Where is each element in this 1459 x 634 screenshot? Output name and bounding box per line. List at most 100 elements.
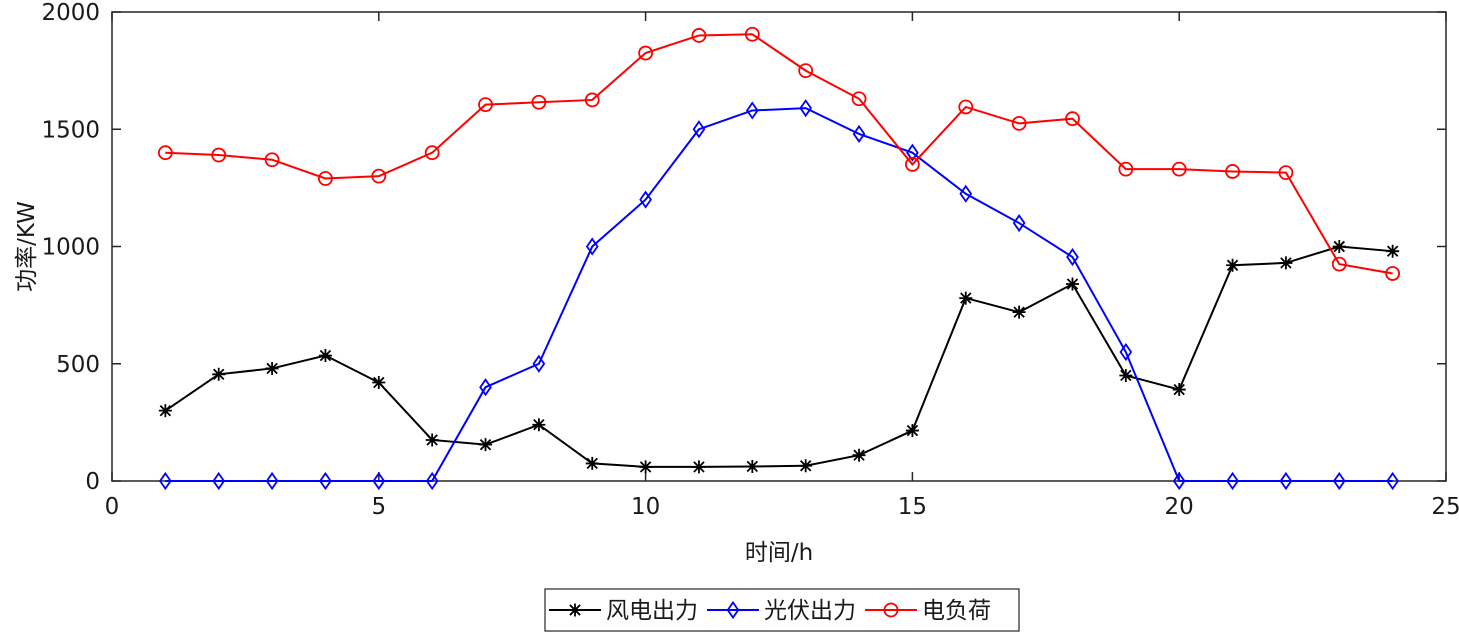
series-line	[165, 107, 1393, 482]
x-tick-label: 25	[1431, 494, 1459, 520]
data-point	[692, 460, 706, 474]
data-point	[852, 124, 866, 144]
data-point	[318, 171, 333, 186]
data-point	[639, 460, 653, 474]
data-point	[1225, 164, 1240, 179]
data-point	[1012, 305, 1026, 319]
data-point	[1065, 111, 1080, 127]
data-point	[371, 168, 387, 184]
data-point	[1119, 368, 1133, 382]
x-tick-label: 15	[898, 494, 927, 520]
data-point	[1332, 240, 1346, 253]
data-point	[425, 471, 439, 491]
data-point	[638, 45, 653, 61]
y-tick-label: 0	[85, 469, 100, 495]
data-point	[906, 143, 919, 162]
data-point	[639, 190, 652, 209]
y-tick-label: 1000	[41, 235, 100, 261]
data-point	[1066, 247, 1079, 267]
data-point	[585, 237, 599, 256]
data-point	[905, 157, 920, 172]
data-point	[959, 184, 973, 203]
data-point	[585, 456, 599, 470]
data-point	[318, 349, 332, 363]
data-point	[265, 361, 279, 375]
data-point	[1278, 165, 1294, 181]
data-point	[1171, 161, 1187, 177]
x-tick-label: 10	[631, 494, 660, 520]
data-point	[1386, 244, 1400, 258]
y-tick-label: 2000	[41, 0, 100, 26]
data-point	[532, 354, 546, 373]
data-point	[851, 91, 867, 107]
data-point	[212, 367, 226, 381]
data-point	[745, 459, 759, 473]
y-tick-label: 1500	[41, 117, 100, 143]
legend-marker	[568, 603, 582, 617]
data-point	[799, 459, 813, 473]
data-point	[1172, 471, 1186, 491]
data-point	[1172, 383, 1186, 397]
data-point	[372, 376, 386, 390]
data-point	[692, 120, 706, 139]
data-point	[1118, 161, 1134, 177]
data-point	[158, 404, 172, 418]
legend-label: 风电出力	[606, 598, 698, 624]
data-point	[745, 101, 759, 120]
data-point	[852, 448, 866, 462]
data-point	[1012, 213, 1026, 233]
data-point	[265, 471, 279, 491]
data-point	[1279, 256, 1293, 270]
data-point	[479, 378, 492, 397]
data-point	[159, 471, 172, 491]
data-point	[799, 99, 813, 118]
data-point	[1226, 258, 1240, 272]
data-point	[1386, 471, 1399, 491]
plot-frame	[111, 11, 1447, 482]
data-point	[691, 28, 707, 43]
legend-marker	[726, 600, 740, 620]
data-point	[1332, 471, 1346, 491]
data-point	[1011, 115, 1027, 131]
legend-entry: 光伏出力	[707, 598, 856, 624]
data-point	[372, 471, 386, 491]
legend-entry: 电负荷	[865, 598, 991, 624]
series-group	[157, 26, 1401, 491]
data-point	[479, 438, 493, 452]
x-tick-label: 20	[1165, 494, 1194, 520]
x-axis-label: 时间/h	[745, 540, 813, 566]
y-axis-label: 功率/KW	[14, 201, 40, 292]
data-point	[584, 92, 600, 108]
legend-entry: 风电出力	[549, 598, 698, 624]
data-point	[264, 152, 280, 168]
data-point	[1065, 277, 1079, 291]
data-point	[958, 99, 974, 115]
y-tick-label: 500	[56, 352, 100, 378]
data-point	[319, 471, 332, 491]
legend: 风电出力 光伏出力 电负荷	[544, 588, 1020, 632]
data-point	[959, 291, 973, 305]
data-point	[905, 424, 919, 438]
data-point	[1119, 342, 1133, 362]
data-point	[424, 145, 440, 161]
data-point	[211, 147, 227, 163]
data-point	[1331, 256, 1347, 272]
data-point	[1279, 471, 1293, 491]
x-tick-label: 0	[105, 494, 120, 520]
data-point	[532, 418, 546, 432]
legend-label: 光伏出力	[764, 598, 856, 624]
series-line	[165, 33, 1393, 275]
series-asterisk	[158, 240, 1400, 474]
series-line	[164, 245, 1393, 468]
series-diamond	[159, 99, 1399, 491]
data-point	[157, 145, 173, 161]
data-point	[744, 26, 760, 42]
data-point	[1385, 266, 1401, 281]
data-point	[212, 471, 226, 491]
axes: 0 5 10 15 20 25 0 500 1000 1500 2000 时间/h 功率/KW	[14, 0, 1459, 566]
data-point	[478, 97, 493, 113]
data-point	[425, 433, 439, 447]
x-tick-label: 5	[371, 494, 386, 520]
data-point	[531, 94, 547, 110]
